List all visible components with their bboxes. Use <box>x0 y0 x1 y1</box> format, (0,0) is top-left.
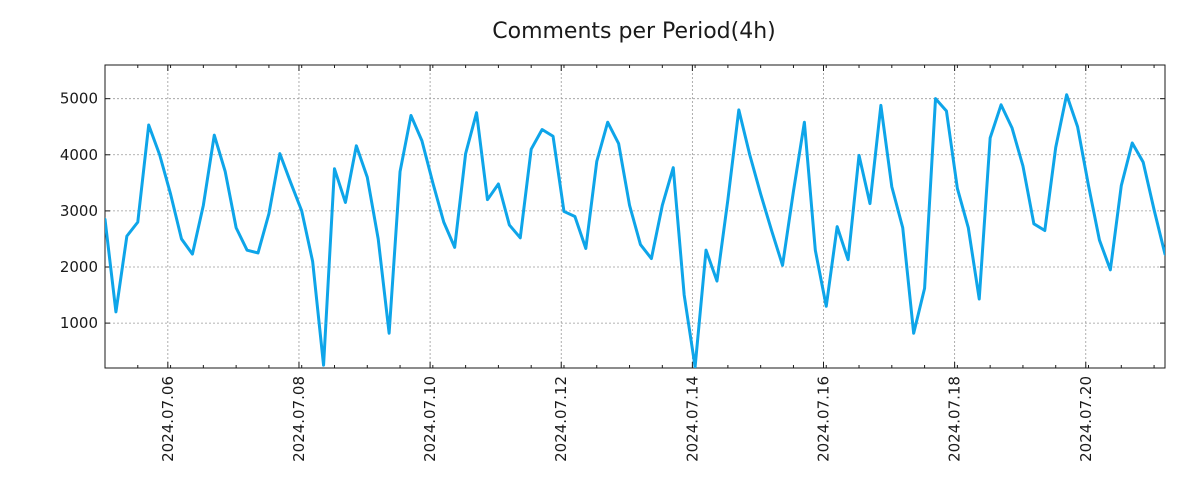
x-tick-label: 2024.07.20 <box>1077 376 1095 462</box>
series-line-comments <box>105 93 1165 368</box>
y-tick-label: 2000 <box>60 258 98 276</box>
y-tick-label: 4000 <box>60 146 98 164</box>
plot-frame <box>104 64 1166 369</box>
x-tick-label: 2024.07.18 <box>946 376 964 462</box>
y-tick-label: 1000 <box>60 314 98 332</box>
ticks-layer: 1000 2000 3000 4000 5000 2024.07.06 2024.07.08… <box>60 65 1165 462</box>
series-layer <box>105 93 1165 368</box>
y-tick-label: 5000 <box>60 90 98 108</box>
y-tick-label: 3000 <box>60 202 98 220</box>
x-tick-label: 2024.07.06 <box>159 376 177 462</box>
x-tick-label: 2024.07.14 <box>683 376 701 462</box>
x-tick-label: 2024.07.12 <box>552 376 570 462</box>
x-tick-label: 2024.07.16 <box>815 376 833 462</box>
x-tick-label: 2024.07.10 <box>421 376 439 462</box>
chart-title: Comments per Period(4h) <box>492 19 776 44</box>
x-tick-label: 2024.07.08 <box>290 376 308 462</box>
grid-layer <box>105 65 1165 368</box>
